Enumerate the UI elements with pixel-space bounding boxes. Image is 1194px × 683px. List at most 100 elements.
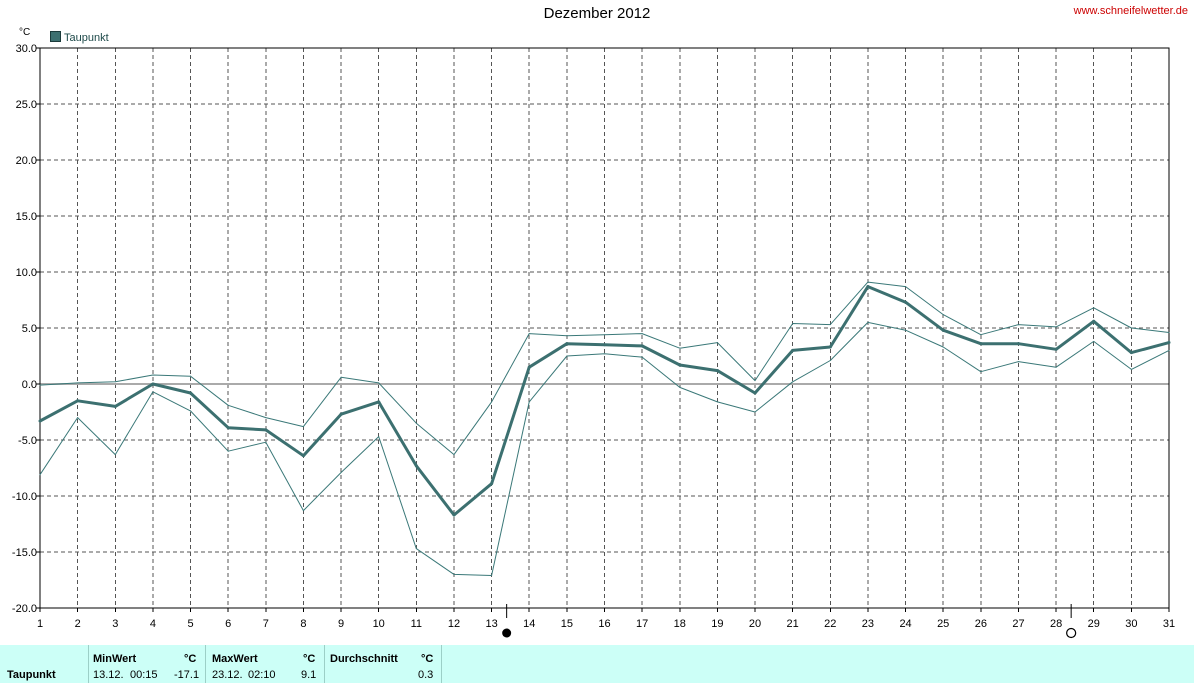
x-tick-label: 4 [150,618,156,630]
x-tick-label: 13 [485,618,497,630]
site-link[interactable]: www.schneifelwetter.de [1073,5,1188,17]
data-point [152,374,154,376]
data-point [829,324,831,326]
data-point [942,346,944,348]
x-tick-label: 30 [1125,618,1137,630]
data-point [527,365,531,369]
data-point [640,344,644,348]
chart-title: Dezember 2012 [543,5,651,22]
min-time: 00:15 [130,669,158,681]
y-tick-label: 25.0 [16,99,37,111]
data-point [189,391,193,395]
y-tick-label: -20.0 [12,603,37,615]
stats-max-cell: MaxWert °C 23.12. 02:10 9.1 [206,645,325,683]
min-header: MinWert [93,653,137,665]
x-tick-label: 27 [1012,618,1024,630]
x-tick-label: 10 [373,618,385,630]
min-date: 13.12. [93,669,124,681]
data-point [1016,342,1020,346]
data-point [76,399,80,403]
data-point [866,285,870,289]
data-point [227,450,229,452]
data-point [829,359,831,361]
data-point [490,482,494,486]
data-point [1167,341,1171,345]
x-tick-label: 2 [75,618,81,630]
legend-label: Taupunkt [64,32,109,44]
data-point [716,401,718,403]
x-tick-label: 19 [711,618,723,630]
max-unit: °C [303,653,316,665]
data-point [378,382,380,384]
y-tick-label: 10.0 [16,267,37,279]
data-point [566,355,568,357]
max-date: 23.12. [212,669,243,681]
x-tick-label: 1 [37,618,43,630]
data-point [190,375,192,377]
x-tick-label: 25 [937,618,949,630]
max-time: 02:10 [248,669,276,681]
data-point [792,381,794,383]
avg-header: Durchschnitt [330,653,398,665]
x-tick-label: 5 [187,618,193,630]
x-tick-label: 29 [1088,618,1100,630]
data-point [491,575,493,577]
data-point [114,381,116,383]
x-tick-label: 3 [112,618,118,630]
data-point [1017,324,1019,326]
data-point [1168,331,1170,333]
data-point [791,348,795,352]
data-point [1129,351,1133,355]
data-point [1055,366,1057,368]
data-point [114,454,116,456]
data-point [715,369,719,373]
full-moon-icon [1066,627,1077,639]
y-tick-label: -15.0 [12,547,37,559]
data-point [1093,340,1095,342]
x-tick-label: 23 [862,618,874,630]
data-point [378,436,380,438]
data-point [905,286,907,288]
avg-value: 0.3 [418,669,434,681]
x-tick-label: 26 [975,618,987,630]
data-point [340,471,342,473]
data-point [641,356,643,358]
data-point [941,328,945,332]
data-point [190,410,192,412]
x-tick-label: 20 [749,618,761,630]
data-point [301,454,305,458]
data-point [603,343,606,347]
new-moon-icon [502,628,512,638]
data-point [1054,347,1058,351]
x-tick-label: 8 [300,618,306,630]
data-point [39,384,41,386]
stats-panel: Taupunkt MinWert °C 13.12. 00:15 -17.1 M… [0,645,1194,683]
data-point [113,404,117,408]
legend: Taupunkt [50,31,109,44]
data-point [339,412,343,416]
y-axis-unit: °C [19,27,31,38]
data-point [414,464,418,468]
y-tick-label: 0.0 [22,379,37,391]
legend-swatch [50,31,61,42]
data-point [604,353,605,355]
stats-label-cell: Taupunkt [0,645,89,683]
stats-min-cell: MinWert °C 13.12. 00:15 -17.1 [88,645,206,683]
data-point [980,334,982,336]
x-tick-label: 31 [1163,618,1175,630]
data-point [1055,326,1057,328]
min-value: -17.1 [174,669,200,681]
data-point [77,382,79,384]
data-point [452,513,456,517]
data-point [302,510,304,512]
x-tick-label: 16 [598,618,610,630]
data-point [453,573,455,575]
stats-row-label: Taupunkt [7,669,56,681]
data-point [792,323,794,325]
data-point [227,404,229,406]
data-point [1092,319,1096,323]
x-tick-label: 22 [824,618,836,630]
data-point [302,426,304,428]
x-tick-label: 9 [338,618,344,630]
data-point [566,335,568,337]
